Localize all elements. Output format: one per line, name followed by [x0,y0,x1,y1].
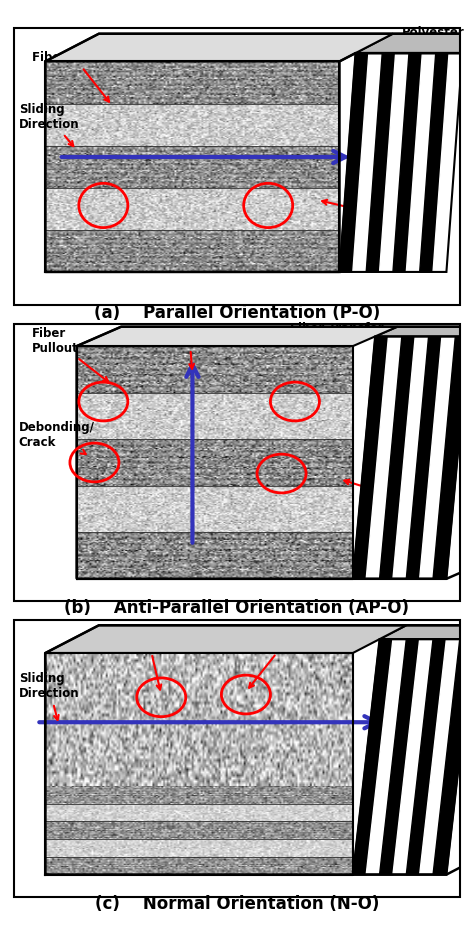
Polygon shape [433,336,469,578]
Polygon shape [380,54,409,272]
Polygon shape [380,625,474,639]
Polygon shape [380,639,419,874]
Text: Fiber
Mat: Fiber Mat [392,53,436,86]
Text: Sliding Direction: Sliding Direction [135,333,245,369]
Text: Exposed Fiber: Exposed Fiber [237,638,331,687]
Polygon shape [366,54,396,272]
Text: Polyester Debris: Polyester Debris [94,638,204,689]
Text: (a)    Parallel Orientation (P-O): (a) Parallel Orientation (P-O) [94,303,380,322]
Polygon shape [353,336,389,578]
Polygon shape [419,54,449,272]
Polygon shape [46,625,406,653]
Polygon shape [406,336,442,578]
Polygon shape [419,336,456,578]
Polygon shape [366,336,402,578]
Polygon shape [433,54,463,272]
Polygon shape [406,639,447,874]
Polygon shape [393,336,428,578]
Text: Debonding/
Crack: Debonding/ Crack [18,421,94,454]
Polygon shape [393,54,422,272]
Polygon shape [353,54,382,272]
Text: (c)    Normal Orientation (N-O): (c) Normal Orientation (N-O) [95,895,379,914]
Polygon shape [406,54,436,272]
Text: Fiber
Pullout: Fiber Pullout [32,327,108,382]
Polygon shape [393,639,433,874]
Polygon shape [46,34,393,61]
Text: Fiber Transfer: Fiber Transfer [291,322,384,335]
Text: Sliding
Direction: Sliding Direction [18,103,79,146]
Text: Polyester
Debris: Polyester Debris [344,480,433,513]
Polygon shape [356,34,474,54]
Text: Fiber Pullout: Fiber Pullout [32,52,117,101]
Text: Polyester: Polyester [384,26,465,47]
Text: Polyester
Debris: Polyester Debris [322,200,420,231]
Polygon shape [77,327,397,346]
Text: (b)    Anti-Parallel Orientation (AP-O): (b) Anti-Parallel Orientation (AP-O) [64,599,410,618]
Polygon shape [339,54,369,272]
Polygon shape [380,336,415,578]
Polygon shape [433,639,473,874]
Polygon shape [366,639,406,874]
Text: Sliding
Direction: Sliding Direction [18,672,79,720]
Polygon shape [419,639,460,874]
Polygon shape [375,327,474,336]
Polygon shape [353,639,393,874]
